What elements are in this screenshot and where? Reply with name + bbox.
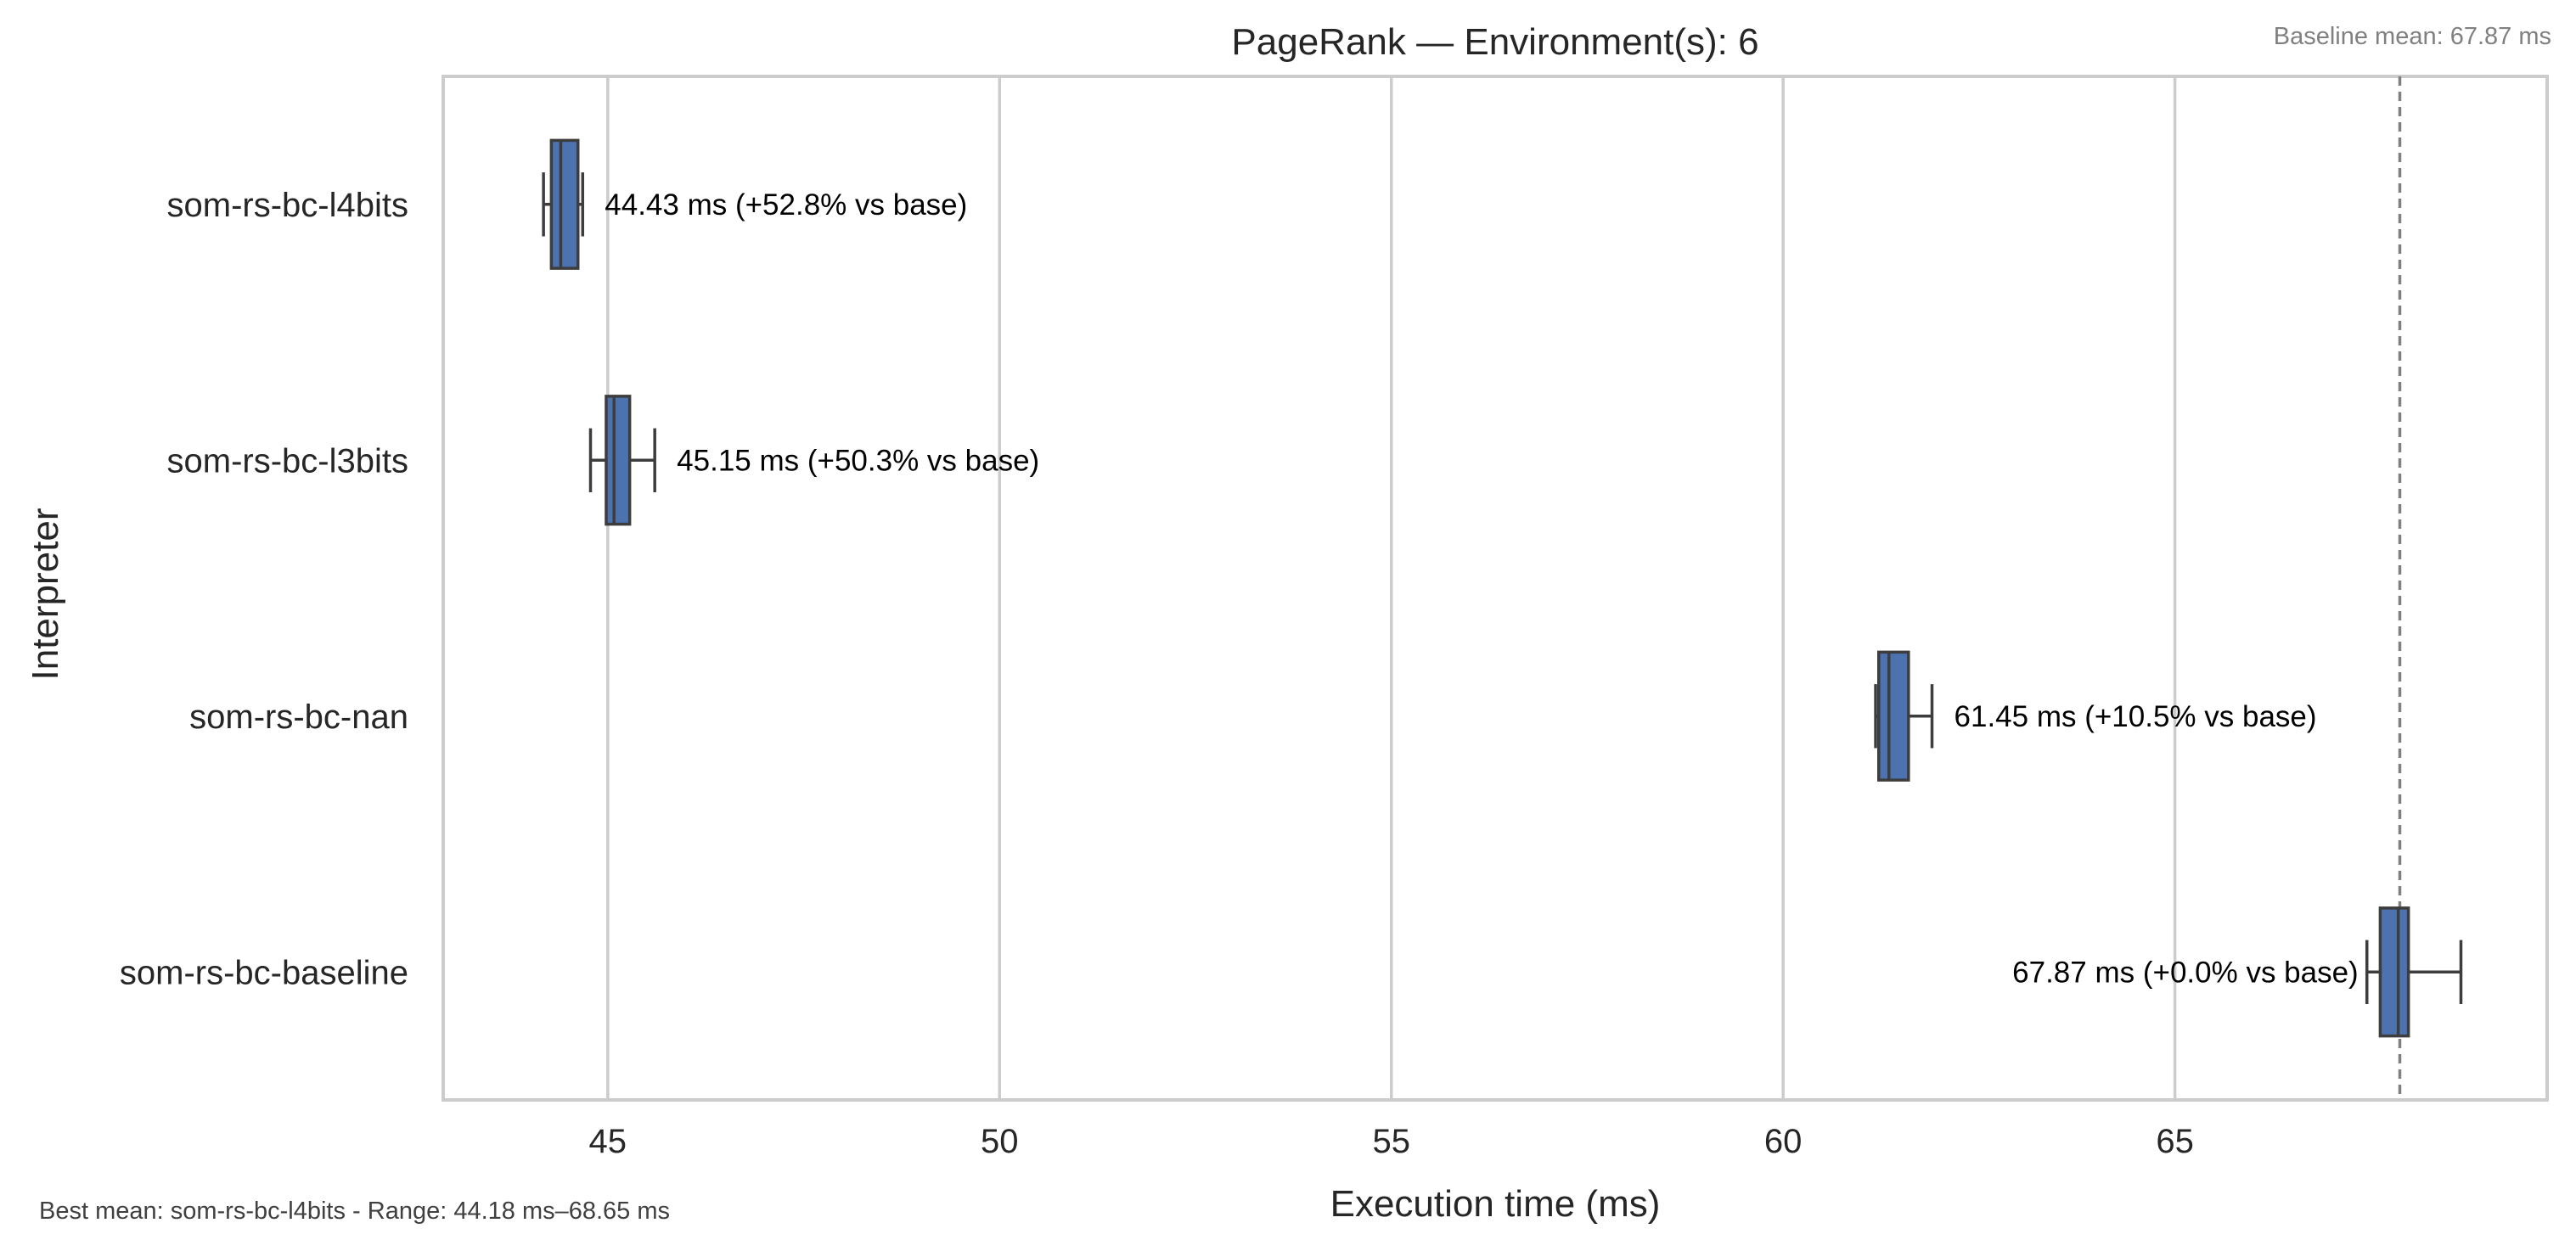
iqr-box-som-rs-bc-l3bits — [605, 395, 632, 526]
footer-note: Best mean: som-rs-bc-l4bits - Range: 44.… — [39, 1198, 670, 1225]
x-tick-labels: 45 50 55 60 65 — [589, 1123, 2194, 1160]
x-tick-label-45: 45 — [589, 1123, 627, 1160]
iqr-box-som-rs-bc-nan — [1877, 650, 1910, 782]
x-tick-label-55: 55 — [1372, 1123, 1410, 1160]
y-tick-label-som-rs-bc-l3bits: som-rs-bc-l3bits — [167, 442, 408, 480]
box-som-rs-bc-nan — [1874, 650, 1934, 782]
x-tick-label-65: 65 — [2156, 1123, 2194, 1160]
value-label-som-rs-bc-baseline: 67.87 ms (+0.0% vs base) — [2012, 956, 2359, 989]
chart-title: PageRank — Environment(s): 6 — [1231, 21, 1758, 63]
y-tick-labels: som-rs-bc-l4bits som-rs-bc-l3bits som-rs-b… — [120, 187, 408, 992]
box-som-rs-bc-l4bits — [542, 138, 585, 270]
x-axis-label: Execution time (ms) — [1330, 1183, 1661, 1225]
plot-frame — [442, 75, 2549, 1102]
value-label-som-rs-bc-l3bits: 45.15 ms (+50.3% vs base) — [677, 444, 1039, 477]
iqr-box-som-rs-bc-baseline — [2378, 906, 2410, 1038]
annotations: 44.43 ms (+52.8% vs base) 45.15 ms (+50.3… — [605, 188, 2358, 990]
box-som-rs-bc-l3bits — [588, 395, 656, 526]
y-axis-label: Interpreter — [25, 508, 66, 681]
y-tick-label-som-rs-bc-l4bits: som-rs-bc-l4bits — [167, 187, 408, 224]
boxes — [542, 138, 2463, 1038]
box-som-rs-bc-baseline — [2365, 906, 2463, 1038]
iqr-box-som-rs-bc-l4bits — [549, 138, 580, 270]
value-label-som-rs-bc-nan: 61.45 ms (+10.5% vs base) — [1954, 700, 2317, 733]
x-tick-label-60: 60 — [1764, 1123, 1803, 1160]
baseline-note: Baseline mean: 67.87 ms — [2274, 23, 2551, 50]
x-tick-label-50: 50 — [981, 1123, 1019, 1160]
y-tick-label-som-rs-bc-baseline: som-rs-bc-baseline — [120, 954, 408, 991]
value-label-som-rs-bc-l4bits: 44.43 ms (+52.8% vs base) — [605, 188, 967, 222]
grid-lines — [606, 76, 2177, 1100]
y-tick-label-som-rs-bc-nan: som-rs-bc-nan — [189, 698, 408, 736]
